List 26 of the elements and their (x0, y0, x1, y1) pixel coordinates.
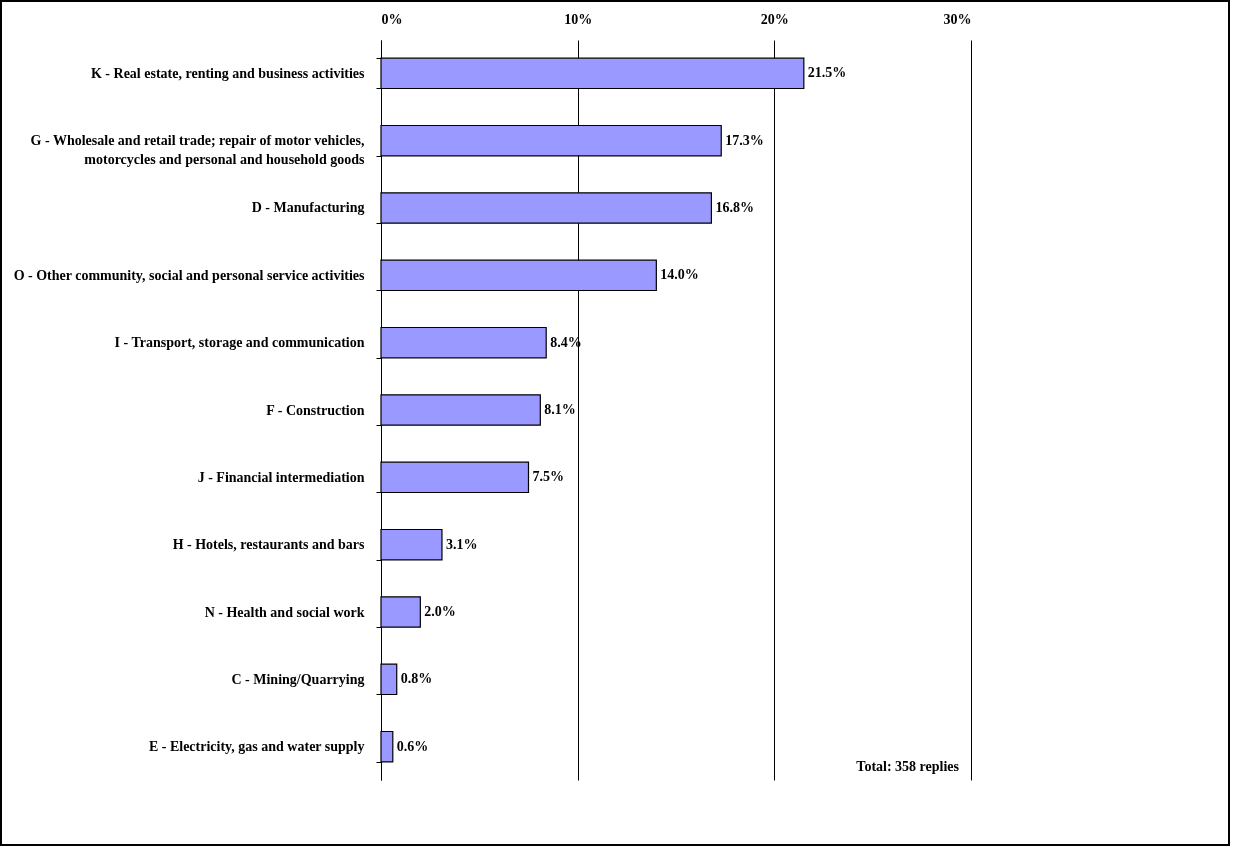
data-label: 14.0% (660, 267, 699, 283)
x-tick-label: 20% (760, 11, 789, 27)
data-label: 0.6% (396, 738, 429, 754)
x-tick-label: 0% (381, 11, 403, 27)
data-label: 7.5% (532, 469, 564, 485)
x-tick-label: 10% (564, 11, 593, 27)
data-label: 3.1% (445, 536, 478, 552)
y-tick-label: C - Mining/Quarrying (231, 671, 365, 687)
y-tick-label: G - Wholesale and retail trade; repair of motor vehicles, motorcycles and personal and household goods (30, 133, 366, 168)
y-tick-label: K - Real estate, renting and business activities (90, 65, 366, 81)
y-tick-label: O - Other community, social and personal service activities (13, 267, 366, 283)
y-tick-label: H - Hotels, restaurants and bars (172, 537, 366, 553)
y-tick-label: E - Electricity, gas and water supply (148, 739, 365, 755)
y-tick-label: F - Construction (266, 402, 365, 418)
y-tick-label: D - Manufacturing (251, 200, 365, 216)
data-label: 2.0% (424, 604, 456, 619)
y-tick-label: N - Health and social work (204, 604, 365, 620)
data-label: 21.5% (807, 65, 847, 81)
y-tick-label: I - Transport, storage and communication (114, 335, 365, 351)
annotation: Total: 358 replies (856, 759, 960, 774)
y-tick-label: J - Financial intermediation (197, 469, 365, 485)
data-label: 17.3% (725, 132, 764, 148)
data-label: 16.8% (715, 200, 754, 215)
data-label: 0.8% (400, 671, 433, 687)
data-label: 8.1% (544, 402, 576, 417)
x-tick-label: 30% (943, 11, 972, 27)
